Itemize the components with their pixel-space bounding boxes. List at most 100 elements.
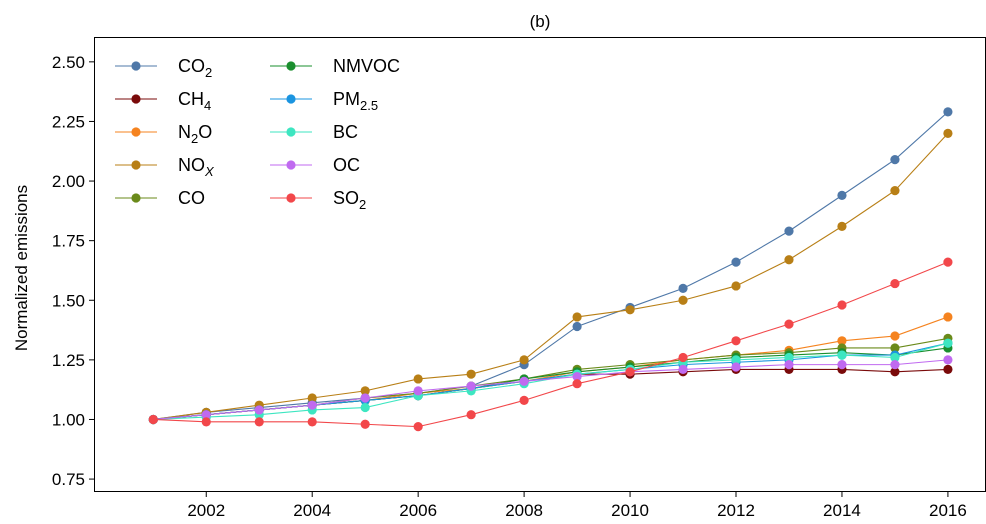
series-line [153, 132, 949, 421]
legend-item: SO2 [270, 188, 366, 212]
legend-label-text: CO [178, 56, 205, 76]
data-point [943, 128, 953, 138]
data-point [731, 355, 741, 365]
data-point [678, 352, 688, 363]
legend-label: CH4 [178, 89, 211, 113]
data-point [890, 360, 900, 370]
data-point [731, 281, 741, 291]
x-tick-label: 2006 [399, 501, 437, 520]
data-point [784, 255, 794, 265]
x-tick-label: 2008 [505, 501, 543, 520]
chart-title: (b) [530, 12, 551, 31]
data-point [943, 257, 953, 267]
y-axis-title: Normalized emissions [12, 185, 31, 351]
legend-item: BC [270, 122, 358, 142]
legend-item: CO [115, 188, 205, 208]
legend-marker [286, 193, 296, 203]
legend-label: CO2 [178, 56, 212, 80]
legend-label-text: OC [333, 155, 360, 175]
data-point [890, 278, 900, 289]
legend-label-text: CO [178, 188, 205, 208]
data-point [254, 405, 264, 415]
series-line [153, 342, 949, 421]
y-tick-label: 2.25 [52, 112, 85, 131]
x-tick-label: 2010 [611, 501, 649, 520]
data-point [678, 295, 688, 305]
data-point [148, 414, 158, 425]
data-point [413, 374, 423, 384]
legend-item: NOX [115, 155, 215, 179]
series-line [153, 359, 948, 421]
plot-frame [94, 37, 986, 492]
legend-label: CO [178, 188, 205, 208]
legend-marker [286, 94, 296, 104]
legend-label: OC [333, 155, 360, 175]
data-point [572, 379, 582, 389]
data-point [360, 393, 370, 403]
y-tick-label: 2.00 [52, 172, 85, 191]
data-point [731, 362, 741, 372]
data-point [784, 360, 794, 370]
x-axis: 2002 2004 2006 2008 2010 2012 2014 2016 [187, 491, 967, 520]
data-point [307, 393, 317, 403]
data-point [943, 312, 953, 322]
data-point [890, 352, 900, 363]
data-point [519, 355, 529, 365]
data-point [572, 312, 582, 322]
data-point [413, 422, 423, 432]
legend-marker [286, 127, 296, 137]
data-point [201, 410, 211, 420]
data-point [890, 331, 900, 341]
series-6 [148, 338, 953, 425]
data-point [890, 185, 900, 196]
data-point [360, 402, 370, 413]
data-point [466, 410, 476, 420]
legend-label: BC [333, 122, 358, 142]
data-point [837, 221, 847, 231]
legend-item: CO2 [115, 56, 212, 80]
legend-marker [131, 193, 141, 203]
data-point [837, 300, 847, 310]
data-point [678, 364, 688, 375]
legend-label-text: BC [333, 122, 358, 142]
data-point [837, 360, 847, 370]
data-point [625, 305, 635, 315]
legend-item: PM2.5 [270, 89, 378, 113]
series-line [153, 342, 949, 421]
data-point [466, 381, 476, 391]
legend-label-suffix: O [198, 122, 212, 142]
legend-label: SO2 [333, 188, 366, 212]
legend-label-subscript: 4 [204, 98, 211, 113]
data-point [784, 319, 794, 329]
data-point [943, 107, 953, 117]
series-line [153, 261, 949, 428]
legend-label-subscript: 2 [359, 197, 366, 212]
y-tick-label: 1.00 [52, 410, 85, 429]
legend-marker [131, 94, 141, 104]
x-tick-label: 2016 [929, 501, 967, 520]
legend-marker [286, 160, 296, 170]
data-point [837, 350, 847, 360]
legend-label: N2O [178, 122, 212, 146]
series-group [148, 107, 953, 432]
y-tick-label: 0.75 [52, 470, 85, 489]
legend-label-subscript: 2 [191, 131, 198, 146]
legend-item: N2O [115, 122, 212, 146]
data-point [784, 352, 794, 363]
data-point [943, 338, 953, 348]
legend-label-text: SO [333, 188, 359, 208]
data-point [890, 367, 900, 377]
data-point [307, 400, 317, 410]
legend-marker [131, 160, 141, 170]
data-point [413, 386, 423, 396]
x-tick-label: 2004 [293, 501, 331, 520]
data-point [731, 336, 741, 346]
data-point [201, 417, 211, 427]
y-axis: 0.75 1.00 1.25 1.50 1.75 2.00 2.25 2.50 [52, 53, 95, 489]
y-tick-label: 1.50 [52, 291, 85, 310]
legend-marker [131, 127, 141, 137]
legend-label-text: PM [333, 89, 360, 109]
data-point [731, 257, 741, 267]
legend-label-text: CH [178, 89, 204, 109]
